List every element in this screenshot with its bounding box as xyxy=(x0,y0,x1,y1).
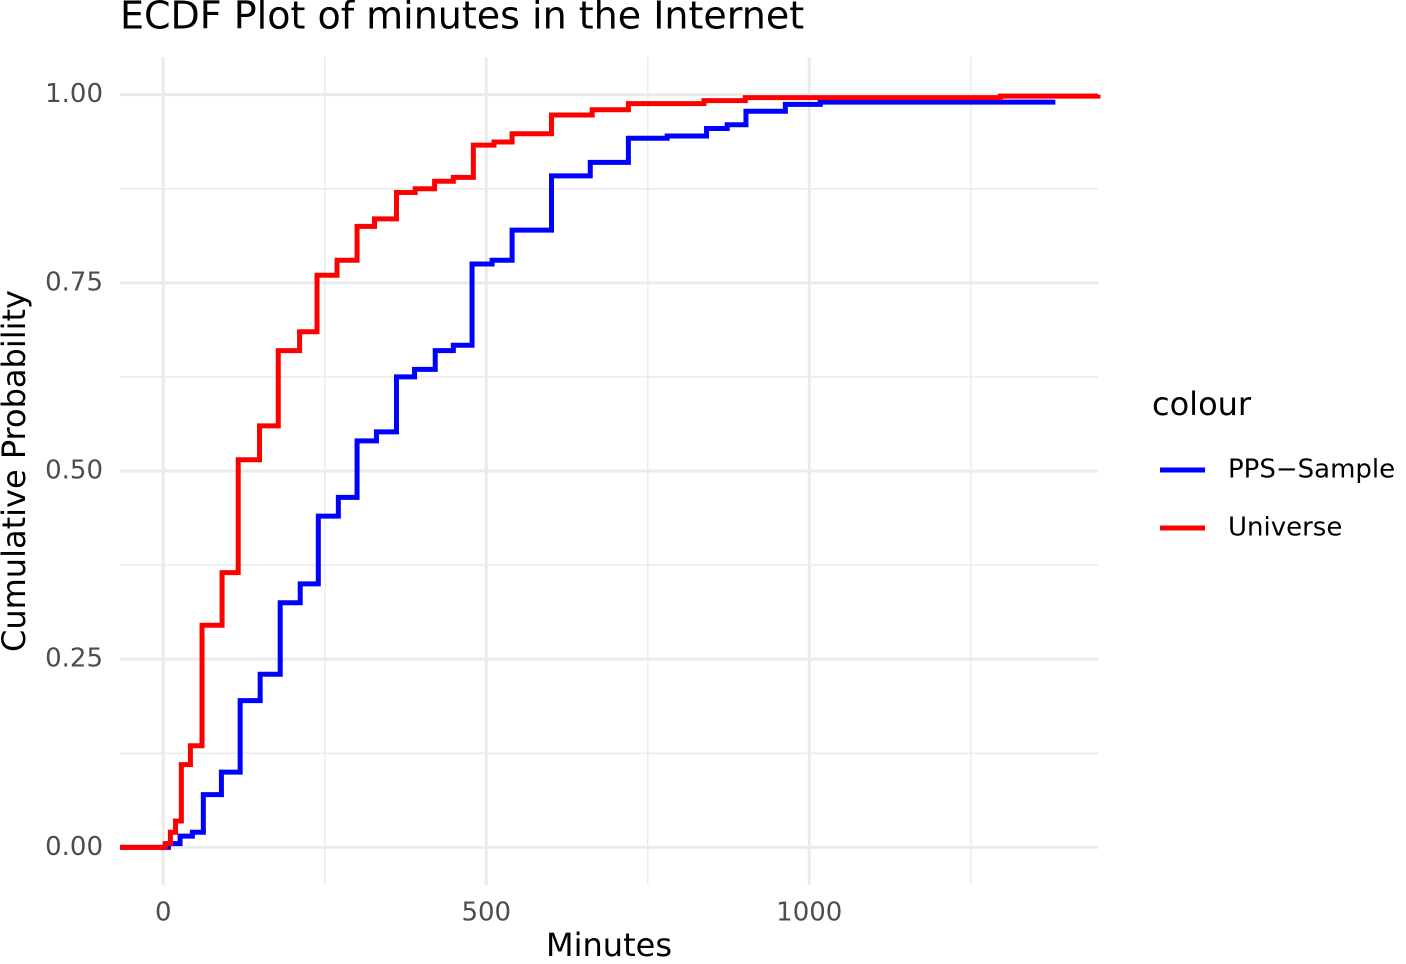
y-tick-label: 1.00 xyxy=(45,79,103,109)
y-tick-label: 0.75 xyxy=(45,267,103,297)
x-tick-label: 500 xyxy=(461,898,511,928)
legend-title: colour xyxy=(1152,385,1252,423)
chart-title: ECDF Plot of minutes in the Internet xyxy=(120,0,804,38)
ecdf-line xyxy=(120,93,1101,850)
y-axis-title: Cumulative Probability xyxy=(0,290,33,652)
y-tick-label: 0.00 xyxy=(45,832,103,862)
x-tick-label: 0 xyxy=(155,898,172,928)
legend-label: PPS−Sample xyxy=(1228,455,1395,485)
y-tick-label: 0.25 xyxy=(45,644,103,674)
x-tick-label: 1000 xyxy=(776,898,842,928)
x-axis-title: Minutes xyxy=(546,926,672,964)
y-tick-label: 0.50 xyxy=(45,456,103,486)
ecdf-line xyxy=(120,99,1056,850)
legend-label: Universe xyxy=(1228,513,1342,543)
